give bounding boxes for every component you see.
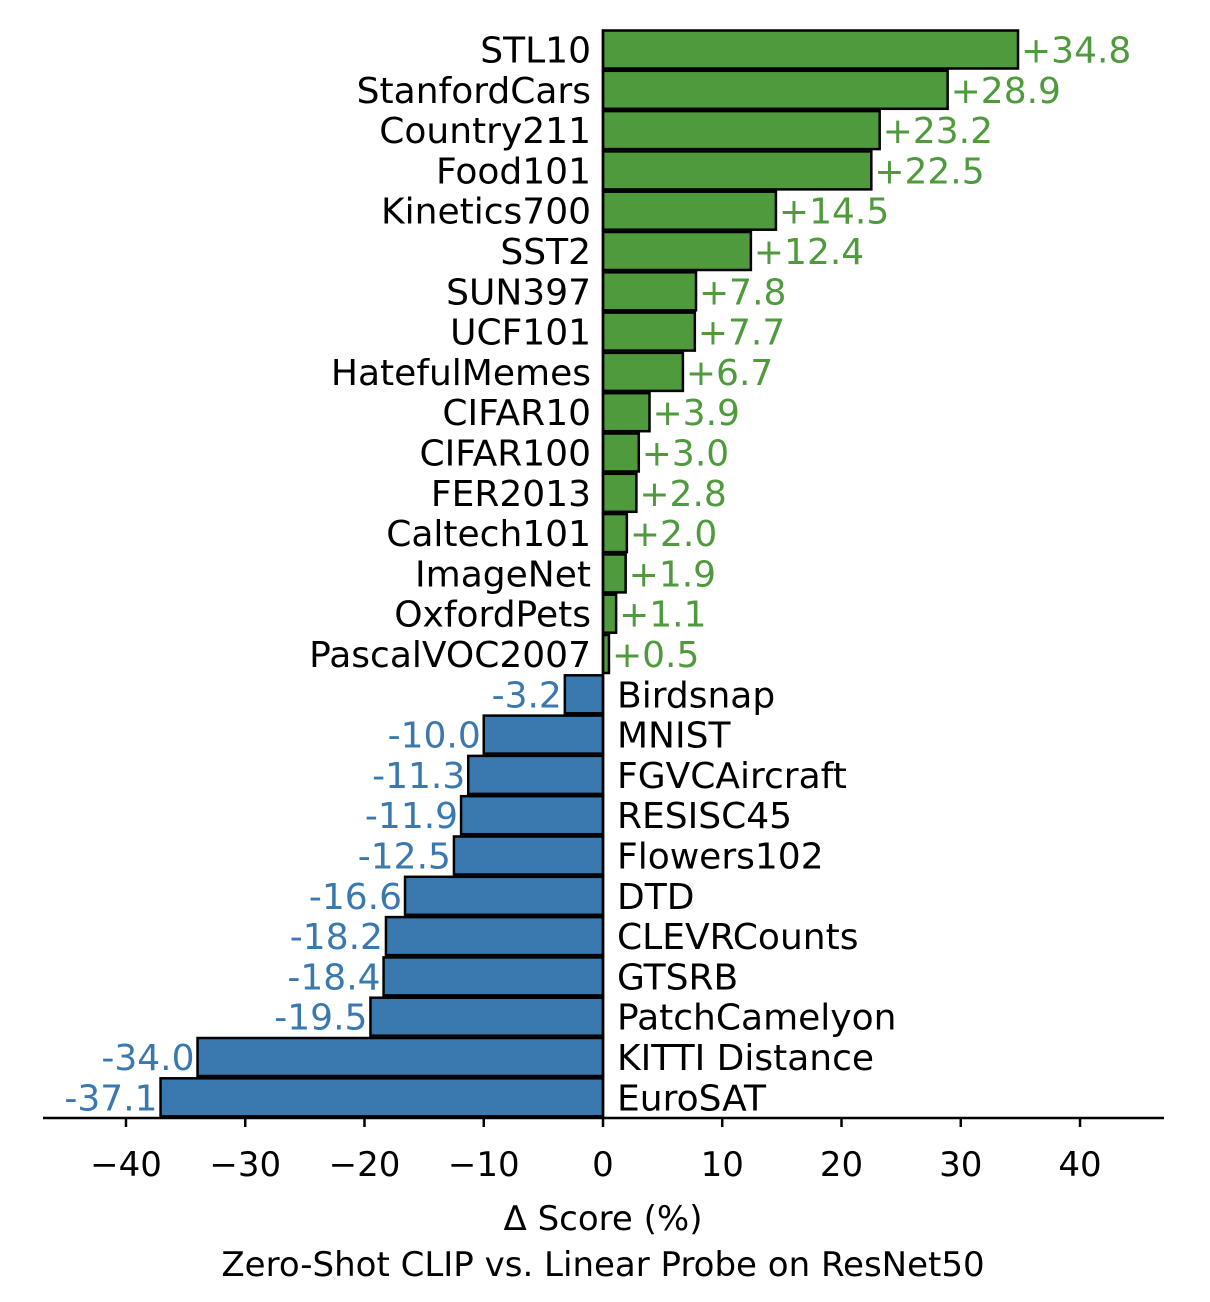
value-label: -3.2 [492,675,562,716]
bars-group: STL10 +34.8 StanfordCars +28.9 Country211 +23… [64,29,1131,1119]
bar-resisc45 [459,794,605,836]
x-tick-label: −10 [448,1145,520,1185]
value-label: -16.6 [309,877,402,918]
value-label: -18.2 [290,917,383,958]
bar-stanfordcars [601,69,949,111]
bar-kinetics700 [601,190,778,231]
category-label: StanfordCars [357,71,591,112]
x-axis-label: Δ Score (%) [504,1199,703,1239]
category-label: CIFAR100 [419,434,591,475]
x-tick-label: −40 [90,1145,162,1185]
bar-fer2013 [601,472,638,514]
bar-sun397 [601,271,698,312]
x-tick-label: −30 [209,1145,281,1185]
bar-mnist [482,714,605,755]
x-tick-label: 20 [820,1145,863,1185]
category-label: RESISC45 [617,796,792,837]
bar-sst2 [601,230,753,272]
category-label: Flowers102 [617,837,824,878]
value-label: +3.0 [642,434,729,475]
value-label: +2.0 [630,514,717,555]
category-label: CLEVRCounts [617,917,858,958]
value-label: +7.8 [699,272,786,313]
value-label: -11.9 [365,796,458,837]
category-label: Birdsnap [617,675,775,716]
category-label: Caltech101 [386,514,591,555]
value-label: -18.4 [287,957,380,998]
x-tick-label: 40 [1058,1145,1101,1185]
category-label: FER2013 [431,474,591,515]
bar-cifar10 [601,391,651,433]
value-label: +3.9 [653,393,740,434]
value-label: -12.5 [358,837,451,878]
category-label: KITTI Distance [617,1038,874,1079]
value-label: +1.9 [629,554,716,595]
category-label: ImageNet [415,554,591,595]
category-label: EuroSAT [617,1078,767,1119]
bar-oxfordpets [601,593,618,634]
category-label: GTSRB [617,957,738,998]
category-label: STL10 [480,31,591,72]
value-label: +23.2 [883,111,993,152]
value-label: +2.8 [639,474,726,515]
value-label: +14.5 [779,192,889,233]
bar-kitti-distance [196,1036,605,1078]
category-label: HatefulMemes [331,353,591,394]
value-label: -34.0 [101,1038,194,1079]
category-label: Food101 [436,151,591,192]
value-label: -11.3 [372,756,465,797]
bar-fgvcaircraft [466,754,605,796]
bar-eurosat [159,1077,605,1118]
bar-cifar100 [601,432,641,473]
value-label: +28.9 [951,71,1061,112]
category-label: CIFAR10 [442,393,591,434]
value-label: +7.7 [698,313,785,354]
bar-ucf101 [601,311,697,352]
bar-hatefulmemes [601,351,685,393]
x-tick-label: 0 [592,1145,614,1185]
bar-imagenet [601,553,627,594]
category-label: SST2 [500,232,591,273]
x-tick-label: 30 [939,1145,982,1185]
value-label: +0.5 [612,635,699,676]
bar-gtsrb [382,956,605,997]
bar-caltech101 [601,512,629,554]
category-label: PatchCamelyon [617,998,896,1039]
category-label: SUN397 [446,272,591,313]
bar-dtd [403,875,605,917]
x-ticks-group: −40 −30 −20 −10 0 10 20 30 40 [90,1118,1102,1185]
value-label: +34.8 [1021,31,1131,72]
bar-patchcamelyon [369,996,605,1037]
x-tick-label: −20 [329,1145,401,1185]
bar-clevrcounts [384,915,605,957]
value-label: -19.5 [274,998,367,1039]
value-label: +22.5 [874,151,984,192]
bar-country211 [601,109,881,151]
bar-flowers102 [452,835,605,876]
category-label: PascalVOC2007 [309,635,591,676]
chart-title: Zero-Shot CLIP vs. Linear Probe on ResNe… [221,1245,984,1285]
category-label: OxfordPets [394,595,591,636]
category-label: MNIST [617,716,731,757]
category-label: Country211 [379,111,591,152]
x-tick-label: 10 [701,1145,744,1185]
category-label: FGVCAircraft [617,756,847,797]
bar-birdsnap [563,674,605,715]
bar-food101 [601,150,873,191]
category-label: UCF101 [450,313,591,354]
value-label: +6.7 [686,353,773,394]
value-label: +12.4 [754,232,864,273]
value-label: -10.0 [388,716,481,757]
value-label: -37.1 [64,1078,157,1119]
category-label: DTD [617,877,694,918]
value-label: +1.1 [619,595,706,636]
bar-stl10 [601,29,1020,70]
category-label: Kinetics700 [381,192,591,233]
